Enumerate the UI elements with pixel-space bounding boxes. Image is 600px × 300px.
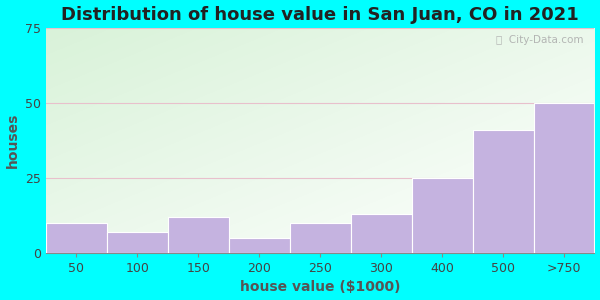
- Title: Distribution of house value in San Juan, CO in 2021: Distribution of house value in San Juan,…: [61, 6, 579, 24]
- Bar: [533, 103, 595, 253]
- Bar: [46, 223, 107, 253]
- Y-axis label: houses: houses: [5, 113, 20, 168]
- Bar: [473, 130, 533, 253]
- Bar: [350, 214, 412, 253]
- Bar: [229, 238, 290, 253]
- Bar: [412, 178, 473, 253]
- X-axis label: house value ($1000): house value ($1000): [240, 280, 400, 294]
- Bar: [290, 223, 350, 253]
- Text: ⓘ  City-Data.com: ⓘ City-Data.com: [496, 34, 583, 45]
- Bar: [107, 232, 168, 253]
- Bar: [168, 217, 229, 253]
